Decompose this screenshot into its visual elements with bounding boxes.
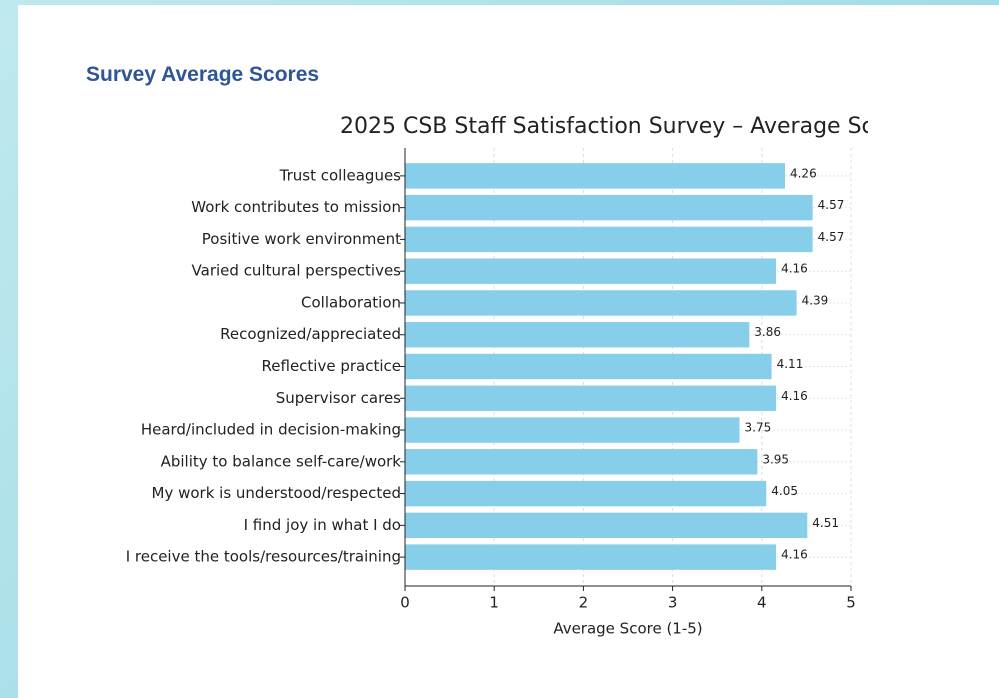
y-tick-label: Heard/included in decision-making [141, 421, 401, 439]
y-tick-label: Varied cultural perspectives [192, 262, 402, 280]
value-label: 4.16 [781, 548, 808, 562]
bar [405, 163, 785, 189]
value-label: 4.26 [790, 166, 817, 180]
chart-title: 2025 CSB Staff Satisfaction Survey – Ave… [340, 114, 874, 139]
y-tick-label: Supervisor cares [276, 389, 401, 407]
value-label: 4.57 [818, 198, 845, 212]
bar [405, 353, 772, 380]
value-label: 3.86 [754, 325, 781, 339]
y-tick-label: Collaboration [301, 293, 401, 311]
bar [405, 385, 777, 411]
y-tick-label: I find joy in what I do [244, 516, 401, 534]
x-tick-label: 4 [757, 594, 767, 612]
slide-heading: Survey Average Scores [86, 63, 320, 86]
y-tick-label: I receive the tools/resources/training [126, 548, 401, 566]
value-label: 3.95 [762, 452, 789, 466]
y-tick-label: My work is understood/respected [152, 484, 401, 502]
value-label: 4.16 [781, 389, 808, 403]
bar [405, 417, 740, 443]
bar [405, 258, 777, 284]
x-tick-label: 5 [846, 594, 856, 612]
value-label: 4.57 [818, 230, 845, 244]
y-tick-label: Positive work environment [202, 230, 401, 248]
value-label: 4.51 [812, 516, 839, 530]
bar [405, 512, 808, 539]
bar [405, 544, 777, 570]
bar [405, 290, 797, 316]
slide-panel: Survey Average Scores [18, 5, 999, 698]
bar [405, 449, 758, 475]
y-tick-label: Recognized/appreciated [220, 325, 401, 343]
y-tick-label: Ability to balance self-care/work [161, 452, 402, 470]
x-tick-label: 2 [579, 594, 589, 612]
y-tick-label: Work contributes to mission [191, 198, 401, 216]
x-tick-label: 3 [668, 594, 678, 612]
x-axis-label: Average Score (1-5) [553, 620, 702, 638]
y-tick-label: Reflective practice [262, 357, 401, 375]
bar [405, 194, 813, 221]
bar [405, 480, 767, 507]
x-tick-label: 0 [400, 594, 410, 612]
value-label: 4.11 [777, 357, 804, 371]
x-tick-label: 1 [489, 594, 499, 612]
value-label: 4.39 [802, 293, 829, 307]
y-tick-label: Trust colleagues [279, 166, 402, 184]
bar [405, 226, 813, 253]
value-label: 4.05 [771, 484, 798, 498]
value-label: 3.75 [745, 421, 772, 435]
value-label: 4.16 [781, 262, 808, 276]
bar [405, 322, 750, 348]
